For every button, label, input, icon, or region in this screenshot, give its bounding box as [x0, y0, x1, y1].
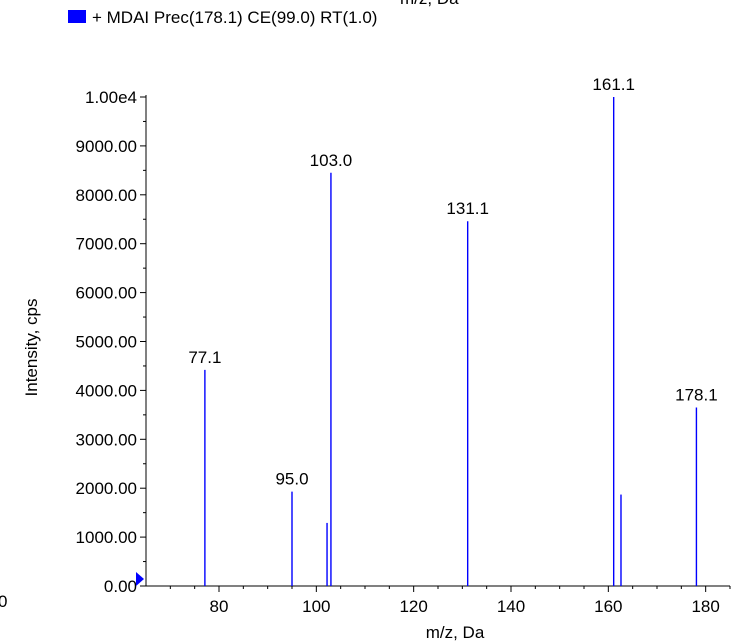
y-tick-label: 5000.00: [76, 333, 137, 352]
y-tick-label: 4000.00: [76, 381, 137, 400]
x-tick-label: 100: [302, 597, 330, 616]
y-tick-label: 1000.00: [76, 528, 137, 547]
y-axis-title: Intensity, cps: [22, 299, 41, 397]
peak-label: 95.0: [275, 470, 308, 489]
x-axis-title-partial: m/z, Da: [400, 0, 459, 9]
x-axis-title: m/z, Da: [426, 623, 485, 642]
peak-label: 77.1: [188, 348, 221, 367]
x-tick-label: 140: [497, 597, 525, 616]
y-tick-label: 1.00e4: [85, 88, 137, 107]
y-tick-label: 8000.00: [76, 186, 137, 205]
peak-label: 178.1: [675, 386, 718, 405]
y-tick-label: 6000.00: [76, 284, 137, 303]
peak-label: 161.1: [592, 75, 635, 94]
legend-swatch: [68, 10, 86, 23]
axis-origin-marker-icon: [136, 572, 144, 586]
y-tick-label: 7000.00: [76, 235, 137, 254]
y-tick-label: 0.00: [104, 577, 137, 596]
x-tick-label-partial: 0: [0, 592, 8, 611]
x-tick-label: 120: [399, 597, 427, 616]
x-tick-label: 80: [210, 597, 229, 616]
peak-label: 131.1: [446, 199, 489, 218]
x-tick-label: 160: [594, 597, 622, 616]
legend-label: + MDAI Prec(178.1) CE(99.0) RT(1.0): [92, 8, 378, 27]
peak-label: 103.0: [310, 151, 353, 170]
x-tick-label: 180: [691, 597, 719, 616]
y-tick-label: 3000.00: [76, 430, 137, 449]
y-tick-label: 9000.00: [76, 137, 137, 156]
y-tick-label: 2000.00: [76, 479, 137, 498]
